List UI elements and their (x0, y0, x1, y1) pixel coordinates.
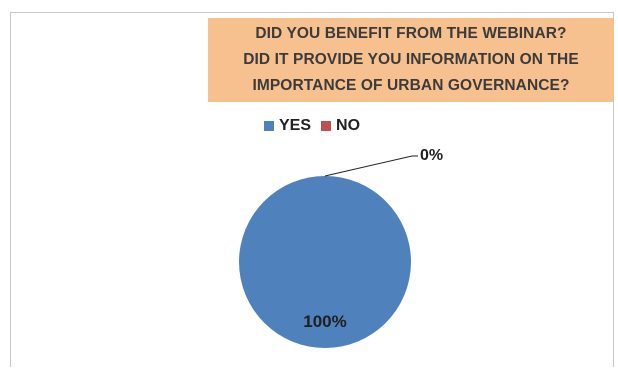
legend-label-no: NO (336, 117, 361, 134)
data-label-yes: 100% (303, 312, 346, 331)
legend-item-no: NO (321, 117, 360, 135)
chart-frame (10, 12, 614, 367)
pie-slice-yes (239, 176, 411, 348)
legend-label-yes: YES (279, 117, 312, 134)
legend-swatch-yes (264, 121, 274, 131)
chart-title-box: DID YOU BENEFIT FROM THE WEBINAR? DID IT… (208, 18, 614, 102)
legend-item-yes: YES (264, 117, 311, 135)
leader-line-no (324, 155, 418, 177)
chart-title-line-1: DID YOU BENEFIT FROM THE WEBINAR? (255, 25, 567, 42)
chart-title-line-3: IMPORTANCE OF URBAN GOVERNANCE? (252, 77, 570, 94)
legend-swatch-no (321, 121, 332, 131)
data-label-no: 0% (420, 147, 443, 164)
chart-title-line-2: DID IT PROVIDE YOU INFORMATION ON THE (243, 51, 579, 68)
chart-legend: YES NO (264, 117, 370, 135)
